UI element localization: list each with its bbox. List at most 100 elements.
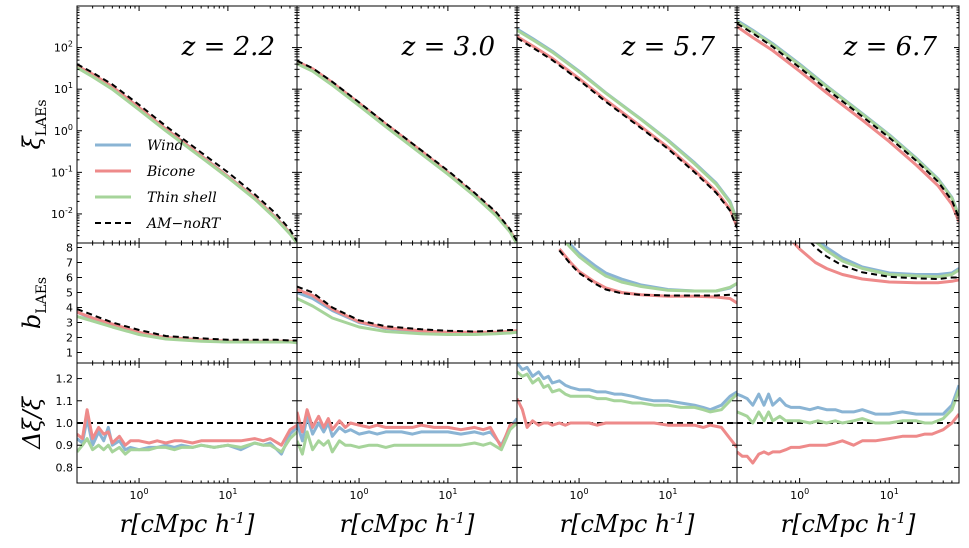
series-am-nort-line — [810, 243, 959, 280]
legend-item-wind: Wind — [95, 138, 184, 154]
x-tick-label: 101 — [880, 487, 899, 502]
series-am-nort-line — [297, 285, 517, 333]
series-bicone-line — [791, 243, 959, 285]
x-tick-label: 101 — [658, 487, 677, 502]
series-bicone-line — [297, 60, 517, 243]
legend-label: Wind — [147, 138, 184, 154]
axes-frame — [296, 242, 518, 364]
series-wind-line — [297, 414, 517, 447]
series-thin-shell-line — [297, 62, 517, 243]
x-tick-label: 100 — [790, 487, 809, 502]
redshift-label: z = 3.0 — [401, 32, 495, 62]
series-am-nort-line — [297, 59, 517, 242]
legend-label: Bicone — [146, 164, 195, 180]
x-axis-label: r[cMpc h-1] — [781, 509, 916, 538]
series-lines — [558, 243, 737, 305]
y-tick-label: 100 — [54, 123, 73, 138]
y-axis-label-xi: ξLAEs — [18, 99, 50, 149]
x-tick-label: 101 — [438, 487, 457, 502]
series-thin-shell-line — [564, 243, 737, 293]
series-thin-shell-line — [814, 243, 959, 279]
legend: Wind Bicone Thin shell AM−noRT — [95, 138, 222, 232]
y-axis-label-bias: bLAEs — [18, 277, 50, 329]
legend-label: AM−noRT — [145, 216, 222, 232]
series-thin-shell-line — [737, 20, 959, 217]
subplot-ratio-3 — [516, 362, 738, 484]
redshift-label: z = 6.7 — [843, 32, 938, 62]
series-lines — [297, 285, 517, 336]
axes-frame — [76, 242, 298, 364]
subplot-xi-4 — [736, 5, 960, 244]
series-lines — [77, 408, 297, 456]
panel-1 — [76, 5, 298, 484]
series-thin-shell-line — [297, 297, 517, 336]
redshift-label: z = 2.2 — [181, 32, 275, 62]
legend-item-thin-shell: Thin shell — [95, 190, 217, 206]
y-tick-label: 0.9 — [56, 439, 74, 452]
series-thin-shell-line — [297, 421, 517, 456]
labels: 10-2 10-1 100 101 102 1 2 3 4 5 6 7 8 0.8 0.9 1.0 1.1 1.2… — [18, 32, 937, 538]
series-lines — [297, 59, 517, 243]
y-tick-label: 5 — [66, 287, 73, 300]
series-thin-shell-line — [77, 430, 297, 456]
series-am-nort-line — [517, 37, 737, 229]
series-thin-shell-line — [77, 66, 297, 243]
series-am-nort-line — [77, 63, 297, 242]
series-lines — [517, 27, 737, 229]
series-wind-line — [297, 291, 517, 335]
legend-item-bicone: Bicone — [95, 164, 195, 180]
legend-item-am-nort: AM−noRT — [95, 216, 222, 232]
panels — [76, 5, 960, 484]
series-bicone-line — [517, 35, 737, 228]
y-tick-label: 10-1 — [51, 164, 73, 179]
series-thin-shell-line — [517, 29, 737, 222]
y-tick-label: 2 — [66, 332, 73, 345]
subplot-bias-4 — [736, 242, 960, 364]
series-am-nort-line — [77, 308, 297, 342]
series-wind-line — [297, 60, 517, 243]
x-tick-label: 100 — [130, 487, 149, 502]
subplot-bias-2 — [296, 242, 518, 364]
x-tick-label: 100 — [350, 487, 369, 502]
subplot-xi-2 — [296, 5, 518, 244]
series-lines — [737, 384, 959, 465]
y-tick-label: 1 — [66, 347, 73, 360]
x-axis-label: r[cMpc h-1] — [120, 509, 255, 538]
series-bicone-line — [517, 397, 737, 449]
series-bicone-line — [737, 413, 959, 465]
axes-frame — [516, 242, 738, 364]
x-tick-label: 101 — [218, 487, 237, 502]
y-tick-label: 7 — [66, 257, 73, 270]
series-bicone-line — [558, 248, 737, 305]
subplot-bias-1 — [76, 242, 298, 364]
panel-4 — [736, 5, 960, 484]
series-bicone-line — [297, 408, 517, 449]
y-tick-label: 1.1 — [56, 395, 74, 408]
y-tick-label: 101 — [54, 81, 73, 96]
series-wind-line — [517, 363, 737, 412]
y-tick-label: 0.8 — [56, 461, 74, 474]
series-lines — [517, 363, 737, 449]
y-tick-label: 8 — [66, 242, 73, 255]
series-thin-shell-line — [737, 389, 959, 425]
panel-3 — [516, 5, 738, 484]
series-thin-shell-line — [77, 315, 297, 345]
series-lines — [737, 19, 959, 223]
y-tick-label: 4 — [66, 302, 73, 315]
series-lines — [77, 63, 297, 243]
redshift-label: z = 5.7 — [621, 32, 716, 62]
subplot-bias-3 — [516, 242, 738, 364]
series-bicone-line — [77, 408, 297, 447]
y-tick-label: 3 — [66, 317, 73, 330]
y-axis-label-ratio: Δξ/ξ — [18, 395, 46, 450]
y-tick-label: 10-2 — [51, 206, 73, 221]
series-bicone-line — [297, 288, 517, 334]
series-am-nort-line — [737, 22, 959, 219]
legend-label: Thin shell — [147, 190, 217, 206]
x-axis-label: r[cMpc h-1] — [340, 509, 475, 538]
panel-2 — [296, 5, 518, 484]
series-am-nort-line — [558, 249, 737, 297]
x-axis-label: r[cMpc h-1] — [560, 509, 695, 538]
y-tick-label: 102 — [54, 40, 73, 55]
